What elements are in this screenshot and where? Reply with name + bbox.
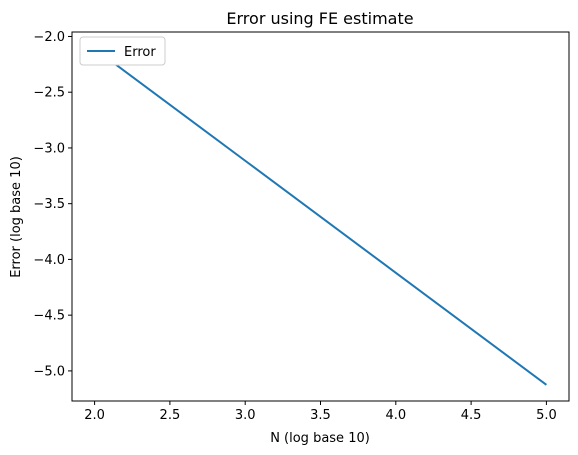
y-tick-label: −5.0 xyxy=(33,364,65,379)
y-tick-label: −2.5 xyxy=(33,86,65,101)
y-tick-label: −2.0 xyxy=(33,30,65,45)
chart-title: Error using FE estimate xyxy=(226,9,413,28)
axis-ticks: 2.0 2.5 3.0 3.5 4.0 4.5 5.0 −2.0 −2.5 −3.0 −3.5 −4.… xyxy=(33,30,556,423)
x-tick-label: 4.0 xyxy=(385,408,406,423)
y-axis-label: Error (log base 10) xyxy=(9,156,24,278)
x-axis-label: N (log base 10) xyxy=(270,431,370,446)
x-tick-label: 2.5 xyxy=(160,408,181,423)
y-tick-label: −3.5 xyxy=(33,197,65,212)
x-tick-label: 3.5 xyxy=(310,408,331,423)
x-tick-label: 3.0 xyxy=(235,408,256,423)
x-tick-label: 2.0 xyxy=(84,408,105,423)
y-tick-label: −4.5 xyxy=(33,309,65,324)
x-tick-label: 5.0 xyxy=(536,408,557,423)
legend-box xyxy=(79,36,166,66)
series-layer xyxy=(93,47,548,386)
y-tick-label: −4.0 xyxy=(33,253,65,268)
y-tick-label: −3.0 xyxy=(33,141,65,156)
legend: Error xyxy=(79,36,166,66)
plot-frame xyxy=(71,31,570,402)
legend-label-error: Error xyxy=(124,45,156,60)
series-line-error xyxy=(93,47,548,386)
x-tick-label: 4.5 xyxy=(461,408,482,423)
